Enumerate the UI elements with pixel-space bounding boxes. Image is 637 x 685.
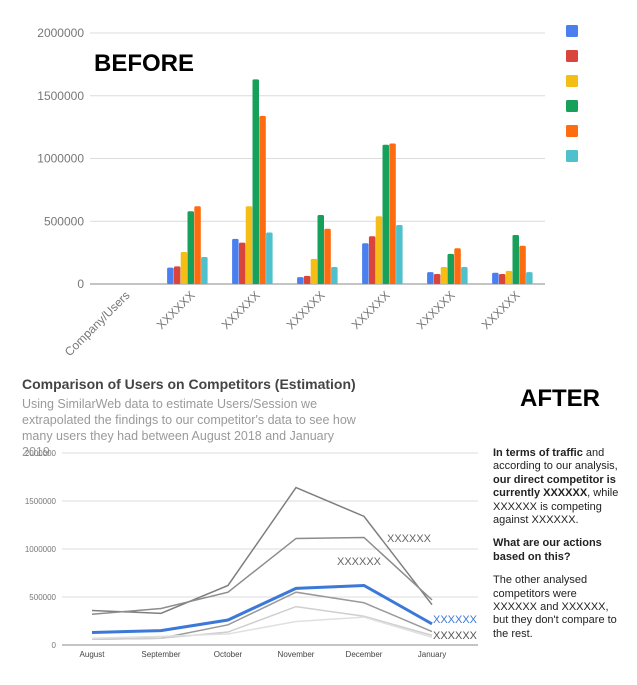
series-annotation: XXXXXX xyxy=(387,533,432,545)
notes-paragraph-traffic: In terms of traffic and according to our… xyxy=(493,447,621,527)
bar xyxy=(498,273,506,284)
y-tick-label: 500000 xyxy=(44,214,84,228)
bar xyxy=(187,211,194,284)
x-tick-label: XXXXXX xyxy=(219,288,263,332)
series-line xyxy=(91,616,433,640)
bar xyxy=(303,275,311,284)
bar xyxy=(167,267,174,284)
notes-bold-traffic: In terms of traffic xyxy=(493,447,583,459)
bar xyxy=(492,272,499,284)
bar xyxy=(180,251,188,284)
highlight-series-line xyxy=(91,583,433,635)
before-bar-chart: 0 500000 1000000 1500000 2000000 Company/User… xyxy=(37,25,578,359)
after-line-chart: 0 500000 1000000 1500000 2000000 August Septem… xyxy=(25,449,478,659)
legend-swatch xyxy=(566,100,578,112)
notes-bold-heading: What are our actions based on this? xyxy=(493,537,602,563)
legend-swatch xyxy=(566,25,578,37)
y-tick-label: 0 xyxy=(52,641,57,650)
y-tick-label: 1000000 xyxy=(37,152,84,166)
bar xyxy=(427,272,434,284)
series-end-label: XXXXXX xyxy=(433,630,478,642)
series-annotation: XXXXXX xyxy=(337,556,382,568)
bar xyxy=(461,267,468,284)
bar xyxy=(433,273,441,284)
notes-paragraph-others: The other analysed competitors were XXXX… xyxy=(493,574,617,640)
y-tick-label: 1000000 xyxy=(25,545,57,554)
line-chart-title: Comparison of Users on Competitors (Esti… xyxy=(22,376,356,392)
series-line xyxy=(91,486,433,615)
x-tick-label: XXXXXX xyxy=(154,288,198,332)
notes-text: and according to our analysis, xyxy=(493,447,618,473)
bar xyxy=(259,115,266,284)
bar xyxy=(505,270,513,284)
x-tick-label: November xyxy=(278,650,315,659)
x-tick-label: XXXXXX xyxy=(284,288,328,332)
y-tick-label: 1500000 xyxy=(37,89,84,103)
bar xyxy=(396,225,403,284)
series-line xyxy=(91,605,433,640)
x-tick-label: October xyxy=(214,650,243,659)
bar xyxy=(238,242,246,284)
bar xyxy=(526,272,533,284)
bar xyxy=(375,216,383,284)
bar xyxy=(173,266,181,284)
bar xyxy=(317,214,324,284)
bar xyxy=(368,236,376,284)
bar xyxy=(324,228,331,284)
bar xyxy=(362,243,369,284)
bar xyxy=(252,79,259,284)
bar xyxy=(454,248,461,284)
bar xyxy=(297,277,304,284)
x-tick-label: Company/Users xyxy=(62,288,133,359)
bar xyxy=(382,144,389,284)
legend-swatch xyxy=(566,50,578,62)
bar xyxy=(331,267,338,284)
bar xyxy=(519,245,526,284)
series-line xyxy=(91,536,433,616)
bar xyxy=(440,267,448,284)
x-tick-label: XXXXXX xyxy=(479,288,523,332)
bar xyxy=(512,235,519,284)
bar xyxy=(447,253,454,284)
line-chart-subtitle: Using SimilarWeb data to estimate Users/… xyxy=(22,397,356,459)
bar xyxy=(310,258,318,284)
bar xyxy=(194,206,201,284)
bar xyxy=(201,257,208,284)
bar xyxy=(266,232,273,284)
x-tick-label: September xyxy=(141,650,180,659)
legend-swatch xyxy=(566,150,578,162)
notes-text: , while XXXXXX is competing against XXXX… xyxy=(493,487,619,527)
legend-swatch xyxy=(566,75,578,87)
x-tick-label: XXXXXX xyxy=(349,288,393,332)
after-label: AFTER xyxy=(520,385,600,412)
legend-swatch xyxy=(566,125,578,137)
bar xyxy=(232,238,239,284)
bar xyxy=(245,206,253,284)
x-tick-label: August xyxy=(80,650,106,659)
before-label: BEFORE xyxy=(94,50,195,77)
x-tick-label: XXXXXX xyxy=(414,288,458,332)
bar xyxy=(389,143,396,284)
y-tick-label: 1500000 xyxy=(25,497,57,506)
y-tick-label: 2000000 xyxy=(25,449,57,458)
y-tick-label: 0 xyxy=(77,277,84,291)
notes-panel: In terms of traffic and according to our… xyxy=(493,447,621,651)
notes-heading-actions: What are our actions based on this? xyxy=(493,537,621,564)
x-tick-label: December xyxy=(346,650,383,659)
notes-bold-competitor: our direct competitor is currently XXXXX… xyxy=(493,473,616,500)
y-tick-label: 500000 xyxy=(29,593,56,602)
y-tick-label: 2000000 xyxy=(37,26,84,40)
x-tick-label: January xyxy=(418,650,446,659)
highlight-end-label: XXXXXX xyxy=(433,614,478,626)
